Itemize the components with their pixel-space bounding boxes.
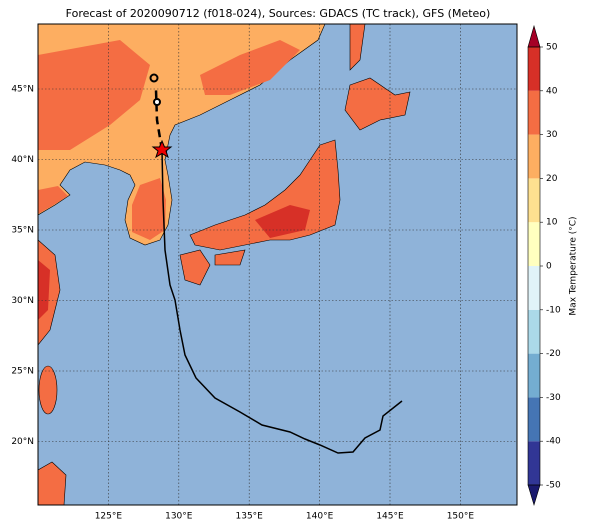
colorbar-tick-label: 20	[546, 174, 558, 184]
colorbar-over	[527, 24, 541, 48]
hokkaido	[344, 77, 411, 131]
colorbar-bin	[528, 441, 540, 485]
taiwan	[38, 365, 58, 415]
colorbar-bin	[528, 222, 540, 266]
colorbar-tick-label: 30	[546, 130, 558, 140]
sakhalin	[349, 24, 366, 71]
tc-track-forecast	[154, 89, 164, 151]
hot-region	[38, 260, 50, 320]
warm-region	[38, 40, 150, 150]
colorbar-bin	[528, 90, 540, 135]
colorbar-tick-label: 0	[546, 262, 552, 272]
colorbar-under	[527, 484, 541, 507]
lat-label: 20°N	[11, 437, 34, 447]
korea-warm	[132, 178, 166, 240]
lat-label: 25°N	[11, 367, 34, 377]
lon-label: 145°E	[376, 512, 404, 522]
colorbar-tick-label: -30	[546, 393, 561, 403]
colorbar-tick-label: -20	[546, 349, 561, 359]
hainan	[38, 461, 67, 505]
colorbar-label: Max Temperature (°C)	[569, 216, 579, 315]
colorbar-bin	[528, 353, 540, 398]
lat-label: 30°N	[11, 296, 34, 306]
colorbar-bin	[528, 134, 540, 179]
lon-label: 140°E	[306, 512, 334, 522]
map-frame	[37, 23, 518, 506]
kyushu	[179, 249, 211, 286]
lon-label: 130°E	[165, 512, 193, 522]
colorbar-bin	[528, 47, 540, 91]
colorbar-tick-label: 40	[546, 86, 558, 96]
colorbar-tick-label: -10	[546, 305, 561, 315]
colorbar-bin	[528, 397, 540, 442]
colorbar: -50 -40 -30 -20 -10 0 10 20 30 40 50	[527, 24, 561, 507]
track-point	[153, 98, 161, 106]
map-area	[38, 24, 517, 505]
shikoku	[214, 249, 246, 266]
honshu-hot	[255, 205, 310, 238]
tc-position	[151, 139, 173, 159]
graticule	[38, 24, 517, 505]
lon-label: 125°E	[95, 512, 123, 522]
colorbar-tick-label: 10	[546, 218, 558, 228]
colorbar-tick-label: 50	[546, 43, 558, 53]
lat-label: 35°N	[11, 226, 34, 236]
lat-label: 45°N	[11, 85, 34, 95]
lat-label: 40°N	[11, 155, 34, 165]
tc-track	[161, 149, 403, 454]
lon-label: 150°E	[447, 512, 475, 522]
colorbar-tick-label: -50	[546, 481, 561, 491]
warm-region	[200, 40, 300, 95]
lon-label: 135°E	[236, 512, 264, 522]
warm-region	[38, 186, 68, 214]
colorbar-bin	[528, 309, 540, 354]
colorbar-tick-label: -40	[546, 437, 561, 447]
colorbar-bin	[528, 178, 540, 223]
colorbar-bin	[528, 266, 540, 310]
track-point	[149, 73, 159, 83]
map-title: Forecast of 2020090712 (f018-024), Sourc…	[66, 7, 491, 20]
